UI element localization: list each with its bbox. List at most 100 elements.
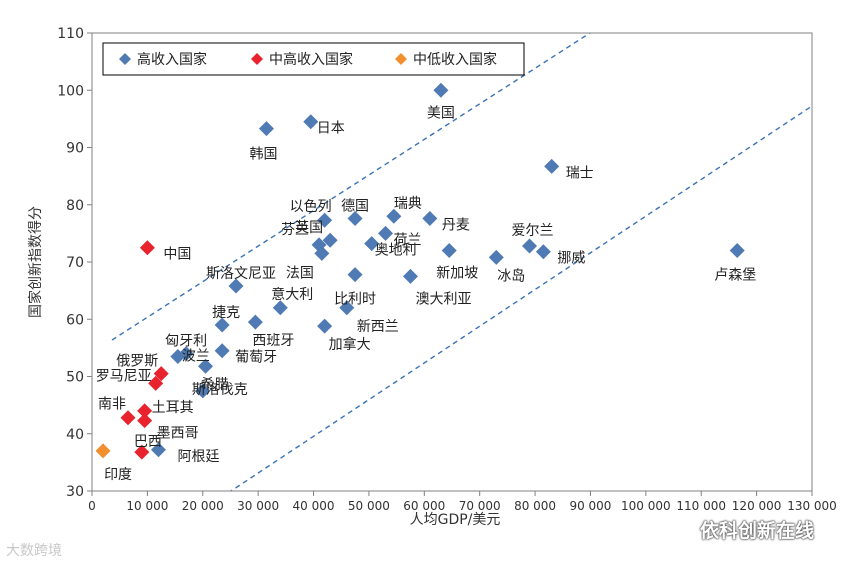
point-label: 芬兰 [281, 222, 309, 238]
point-label: 斯洛文尼亚 [206, 266, 276, 282]
data-point-marker [137, 403, 153, 419]
data-point-marker [535, 244, 551, 260]
upper-dashed-line [111, 33, 591, 341]
y-tick-label: 90 [66, 141, 84, 157]
point-label: 荷兰 [394, 232, 422, 248]
data-point-marker [386, 208, 402, 224]
x-tick-label: 100 000 [621, 499, 671, 513]
data-point-marker [247, 314, 263, 330]
point-label: 斯洛伐克 [192, 382, 248, 398]
plot-frame [91, 32, 813, 492]
y-axis-title: 国家创新指数得分 [27, 206, 44, 318]
data-point-marker [150, 442, 166, 458]
data-point-marker [347, 210, 363, 226]
data-point-marker [402, 268, 418, 284]
point-label: 希腊 [201, 377, 229, 393]
data-point-marker [228, 278, 244, 294]
data-point-marker [198, 358, 214, 374]
data-point-marker [148, 375, 164, 391]
point-label: 意大利 [271, 286, 313, 303]
y-tick-label: 110 [57, 26, 84, 42]
y-tick-label: 50 [66, 370, 84, 386]
data-point-marker [441, 243, 457, 259]
y-tick-label: 70 [66, 255, 84, 271]
legend-box [102, 42, 525, 76]
y-tick-label: 40 [66, 427, 84, 443]
x-tick-label: 70 000 [459, 499, 501, 513]
point-label: 丹麦 [442, 217, 470, 233]
data-point-marker [317, 318, 333, 334]
point-label: 法国 [286, 265, 314, 281]
data-point-marker [339, 300, 355, 316]
watermark-right: 依科创新在线 [700, 520, 815, 542]
point-label: 比利时 [334, 292, 376, 308]
point-label: 德国 [341, 198, 369, 214]
data-point-marker [378, 225, 394, 241]
data-point-marker [729, 243, 745, 259]
data-point-marker [544, 158, 560, 174]
data-point-marker [214, 343, 230, 359]
lower-dashed-line [229, 105, 812, 491]
point-label: 英国 [295, 219, 323, 236]
point-label: 澳大利亚 [415, 291, 471, 307]
data-point-marker [488, 249, 504, 265]
data-points [95, 82, 745, 460]
y-tick-label: 80 [66, 198, 84, 214]
point-label: 巴西 [134, 434, 162, 450]
point-label: 俄罗斯 [116, 354, 158, 370]
reference-lines [111, 33, 812, 491]
x-tick-label: 10 000 [126, 499, 168, 513]
x-tick-label: 60 000 [403, 499, 445, 513]
x-axis-title: 人均GDP/美元 [410, 512, 501, 528]
data-point-marker [195, 383, 211, 399]
x-tick-label: 120 000 [732, 499, 782, 513]
y-tick-label: 100 [57, 83, 84, 99]
data-point-marker [422, 210, 438, 226]
point-label: 挪威 [557, 251, 585, 267]
x-tick-label: 30 000 [237, 499, 279, 513]
point-label: 罗马尼亚 [96, 368, 152, 384]
point-label: 南非 [98, 397, 126, 413]
data-point-marker [433, 82, 449, 98]
x-tick-label: 40 000 [293, 499, 335, 513]
point-label: 匈牙利 [165, 334, 207, 350]
watermark-left: 大数跨境 [6, 543, 62, 559]
data-point-marker [214, 317, 230, 333]
data-point-marker [317, 212, 333, 228]
legend-label: 高收入国家 [137, 51, 207, 68]
point-label: 土耳其 [152, 400, 194, 416]
data-point-marker [258, 121, 274, 137]
point-label: 波兰 [182, 348, 210, 364]
legend-marker [251, 53, 263, 65]
point-label: 葡萄牙 [235, 350, 277, 366]
x-tick-label: 0 [88, 499, 96, 513]
point-label: 美国 [427, 105, 455, 121]
x-tick-label: 130 000 [787, 499, 837, 513]
legend-label: 中低收入国家 [413, 51, 497, 68]
data-point-marker [137, 413, 153, 429]
data-point-marker [95, 443, 111, 459]
data-point-marker [322, 232, 338, 248]
point-label: 中国 [163, 247, 191, 263]
legend: 高收入国家 中高收入国家 中低收入国家 [102, 42, 525, 76]
x-tick-label: 90 000 [569, 499, 611, 513]
point-label: 以色列 [290, 198, 332, 215]
data-point-marker [303, 114, 319, 130]
point-label: 加拿大 [329, 336, 371, 353]
x-tick-label: 110 000 [676, 499, 726, 513]
point-label: 韩国 [249, 147, 277, 163]
x-tick-label: 80 000 [514, 499, 556, 513]
point-label: 西班牙 [252, 333, 294, 349]
point-label: 阿根廷 [177, 449, 219, 465]
point-label: 瑞士 [566, 165, 594, 181]
data-point-marker [347, 267, 363, 283]
point-label: 墨西哥 [157, 426, 199, 442]
point-label: 捷克 [212, 305, 240, 321]
point-label: 新加坡 [436, 266, 478, 282]
point-label: 日本 [317, 121, 345, 137]
point-label: 爱尔兰 [512, 223, 554, 239]
data-point-marker [134, 444, 150, 460]
data-point-marker [153, 366, 169, 382]
